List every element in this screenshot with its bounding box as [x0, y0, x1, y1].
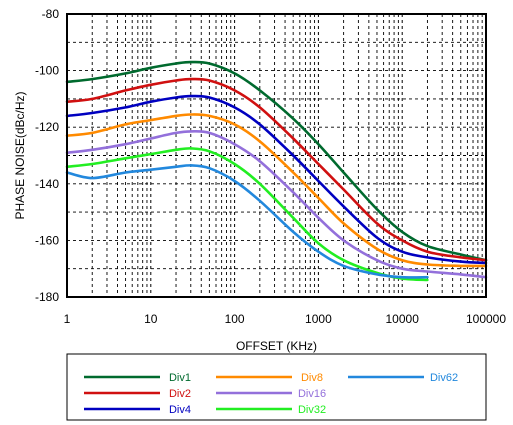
x-tick-label: 10000	[386, 312, 420, 326]
y-tick-label: -140	[35, 177, 59, 191]
legend-label-div8: Div8	[301, 372, 323, 384]
y-tick-label: -100	[35, 64, 59, 78]
x-tick-label: 100000	[466, 312, 506, 326]
legend-label-div1: Div1	[169, 372, 191, 384]
x-axis-title: OFFSET (KHz)	[236, 339, 317, 353]
y-axis-title: PHASE NOISE(dBc/Hz)	[13, 91, 27, 219]
legend-label-div32: Div32	[298, 404, 326, 416]
legend-label-div62: Div62	[430, 372, 458, 384]
series-line-div8	[65, 113, 488, 268]
series-line-div62	[65, 164, 429, 279]
x-tick-label: 100	[225, 312, 245, 326]
series-line-div4	[65, 94, 488, 265]
series-lines	[65, 60, 488, 282]
x-tick-label: 1000	[305, 312, 332, 326]
legend-label-div2: Div2	[169, 388, 191, 400]
legend: Div1 Div2 Div4 Div8 Div16 Div32 Div62	[66, 353, 487, 421]
series-line-div16	[65, 129, 488, 279]
legend-label-div16: Div16	[298, 388, 326, 400]
plot-frame	[66, 13, 487, 298]
series-line-div2	[65, 77, 488, 262]
x-tick-label: 1	[64, 312, 71, 326]
x-tick-label: 10	[144, 312, 158, 326]
series-line-div1	[65, 60, 488, 262]
series-line-div32	[65, 147, 429, 282]
y-tick-label: -120	[35, 120, 59, 134]
y-tick-label: -160	[35, 233, 59, 247]
y-tick-label: -80	[42, 7, 60, 21]
tick-labels: 1 10 100 1000 10000 100000 -80 -100 -120 -140 -160…	[35, 7, 506, 326]
legend-label-div4: Div4	[169, 404, 191, 416]
y-tick-label: -180	[35, 290, 59, 304]
